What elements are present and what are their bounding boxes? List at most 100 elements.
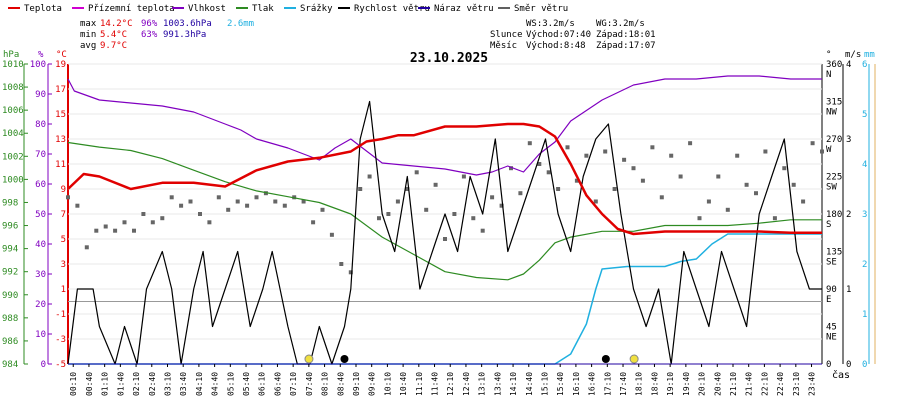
sunset-marker xyxy=(629,354,639,364)
wind-dir-point xyxy=(75,203,80,208)
stat-pressure: 1003.6hPa xyxy=(163,19,212,29)
sun-moon-info: WS:3.2m/s WG:3.2m/s Slunce Východ:07:40 Zápa… xyxy=(490,19,656,51)
hpa-unit: hPa xyxy=(3,50,19,60)
x-tick-label: 13:40 xyxy=(493,372,502,396)
legend-label: Rychlost větru xyxy=(354,4,430,14)
moonrise-marker xyxy=(340,355,349,363)
dir-tick-label: 135 xyxy=(826,248,842,258)
x-tick-label: 05:40 xyxy=(242,372,251,396)
x-tick-label: 18:10 xyxy=(635,372,644,396)
x-tick-label: 12:40 xyxy=(462,372,471,396)
x-tick-label: 22:10 xyxy=(760,372,769,396)
wind-dir-point xyxy=(414,170,419,175)
x-tick-label: 16:40 xyxy=(588,372,597,396)
x-tick-label: 02:40 xyxy=(148,372,157,396)
pct-tick-label: 100 xyxy=(30,60,46,70)
wind-dir-point xyxy=(282,203,287,208)
moonrise: Východ:8:48 xyxy=(526,41,586,51)
dir-tick-label: 360 xyxy=(826,60,842,70)
wind-dir-point xyxy=(103,224,108,229)
wind-dir-point xyxy=(612,187,617,191)
wind-dir-point xyxy=(527,141,532,146)
wind-dir-point xyxy=(509,166,513,171)
pct-tick-label: 40 xyxy=(35,240,46,250)
temp-tick-label: 5 xyxy=(61,235,66,245)
temp-tick-label: -5 xyxy=(55,360,66,370)
dir-compass-label: NW xyxy=(826,108,837,118)
x-tick-label: 14:40 xyxy=(525,372,534,396)
legend-label: Směr větru xyxy=(514,4,568,14)
hpa-tick-label: 1000 xyxy=(2,175,24,185)
mm-tick-label: 3 xyxy=(862,210,867,220)
temp-tick-label: 3 xyxy=(61,260,66,270)
sunrise-marker xyxy=(304,354,314,364)
x-tick-label: 20:10 xyxy=(698,372,707,396)
wind-dir-point xyxy=(810,141,815,146)
pct-tick-label: 70 xyxy=(35,150,46,160)
x-tick-label: 20:40 xyxy=(713,372,722,396)
hpa-tick-label: 1002 xyxy=(2,152,24,162)
x-tick-label: 11:40 xyxy=(431,372,440,396)
x-tick-label: 21:40 xyxy=(745,372,754,396)
stat-pressure: 991.3hPa xyxy=(163,30,206,40)
pct-tick-label: 10 xyxy=(35,330,46,340)
hpa-tick-label: 996 xyxy=(2,222,18,232)
pct-tick-label: 80 xyxy=(35,120,46,130)
wind-dir-point xyxy=(603,149,608,154)
wind-dir-point xyxy=(537,162,542,166)
wind-dir-point xyxy=(226,207,231,212)
wind-dir-point xyxy=(669,153,674,158)
hpa-tick-label: 998 xyxy=(2,198,18,208)
hpa-tick-label: 984 xyxy=(2,360,18,370)
wind-dir-point xyxy=(235,199,240,204)
x-tick-label: 14:10 xyxy=(509,372,518,396)
temp-tick-label: 13 xyxy=(55,135,66,145)
x-tick-label: 21:10 xyxy=(729,372,738,396)
wind-dir-point xyxy=(207,220,212,225)
stat-label: min xyxy=(80,30,96,40)
x-axis-label: čas xyxy=(832,369,850,381)
wind-dir-point xyxy=(490,195,495,200)
hpa-tick-label: 1006 xyxy=(2,106,24,116)
wind-dir-point xyxy=(499,203,504,208)
wind-dir-point xyxy=(122,220,127,225)
wind-dir-point xyxy=(169,195,174,200)
x-tick-label: 06:40 xyxy=(273,372,282,396)
wind-dir-point xyxy=(339,262,344,266)
x-tick-label: 02:10 xyxy=(132,372,141,396)
x-tick-label: 23:10 xyxy=(792,372,801,396)
pct-tick-label: 30 xyxy=(35,270,46,280)
temp-tick-label: -1 xyxy=(55,310,66,320)
x-tick-label: 07:40 xyxy=(305,372,314,396)
mm-tick-label: 6 xyxy=(862,60,867,70)
wind-dir-point xyxy=(688,141,693,146)
wind-dir-point xyxy=(198,212,202,216)
dir-tick-label: 315 xyxy=(826,98,842,108)
wind-dir-point xyxy=(706,199,711,204)
stat-temp: 9.7°C xyxy=(100,41,127,51)
temp-tick-label: 17 xyxy=(55,85,66,95)
wind-dir-point xyxy=(556,187,561,191)
x-tick-label: 17:10 xyxy=(603,372,612,396)
x-tick-label: 16:10 xyxy=(572,372,581,396)
mm-tick-label: 5 xyxy=(862,110,867,120)
x-tick-label: 06:10 xyxy=(258,372,267,396)
wind-dir-point xyxy=(424,207,429,212)
x-tick-label: 04:10 xyxy=(195,372,204,396)
wind-dir-point xyxy=(273,199,278,204)
dir-tick-label: 225 xyxy=(826,173,842,183)
x-tick-label: 13:10 xyxy=(478,372,487,396)
wind-dir-point xyxy=(216,195,221,200)
dir-compass-label: SE xyxy=(826,258,837,268)
temp-unit: °C xyxy=(56,50,67,60)
x-tick-label: 18:40 xyxy=(650,372,659,396)
sun-label: Slunce xyxy=(490,30,523,40)
ms-tick-label: 1 xyxy=(846,285,851,295)
legend-label: Vlhkost xyxy=(188,4,226,14)
x-tick-label: 09:10 xyxy=(352,372,361,396)
temp-tick-label: 1 xyxy=(61,285,66,295)
wind-dir-point xyxy=(405,187,410,191)
ms-tick-label: 2 xyxy=(846,210,851,220)
temp-tick-label: 19 xyxy=(55,60,66,70)
x-tick-label: 08:10 xyxy=(321,372,330,396)
